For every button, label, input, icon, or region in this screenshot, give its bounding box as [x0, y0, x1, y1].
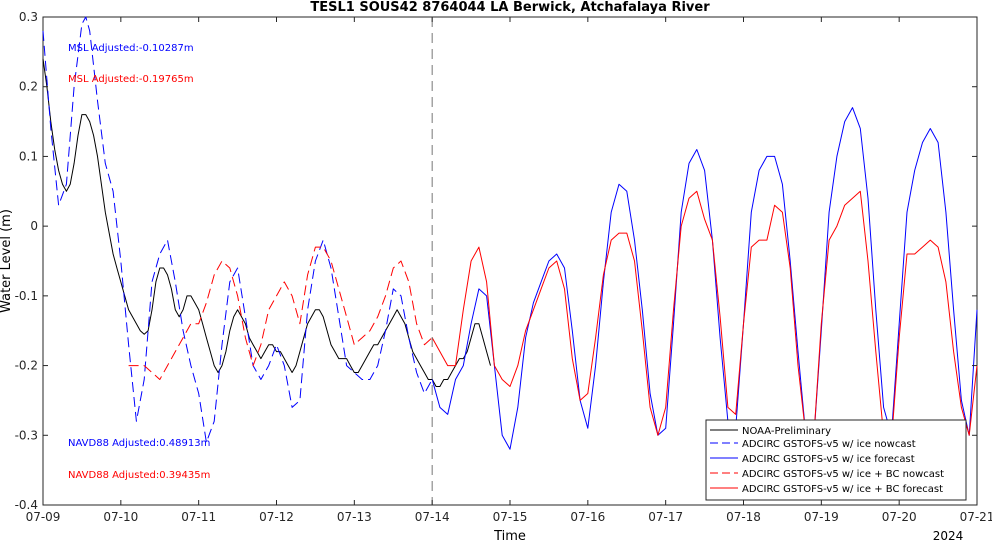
x-axis-label: Time	[493, 529, 526, 541]
x-tick-label: 07-09	[26, 510, 61, 524]
legend-entry-ice-bc-nowcast: ADCIRC GSTOFS-v5 w/ ice + BC nowcast	[710, 469, 944, 480]
legend-label-noaa: NOAA-Preliminary	[742, 426, 831, 437]
navd88-annotation-ice: NAVD88 Adjusted:0.48913m	[68, 438, 210, 449]
legend-entry-ice-bc-forecast: ADCIRC GSTOFS-v5 w/ ice + BC forecast	[710, 484, 943, 495]
y-tick-label: 0.1	[19, 149, 38, 163]
x-tick-label: 07-12	[259, 510, 294, 524]
x-tick-label: 07-15	[493, 510, 528, 524]
chart-title: TESL1 SOUS42 8764044 LA Berwick, Atchafa…	[310, 0, 710, 15]
y-tick-label: 0	[30, 219, 38, 233]
legend-label-ice-nowcast: ADCIRC GSTOFS-v5 w/ ice nowcast	[742, 439, 916, 450]
y-tick-label: -0.4	[15, 498, 38, 512]
x-tick-label: 07-18	[726, 510, 761, 524]
legend-entry-ice-nowcast: ADCIRC GSTOFS-v5 w/ ice nowcast	[710, 439, 916, 450]
series-line-adcirc-gstofs-v5-w-ice-nowcast	[42, 16, 433, 443]
x-tick-label: 07-16	[570, 510, 605, 524]
y-tick-label: -0.3	[15, 428, 38, 442]
series-line-noaa-preliminary	[42, 58, 491, 387]
navd88-annotation-ice-bc: NAVD88 Adjusted:0.39435m	[68, 470, 210, 481]
series-line-adcirc-gstofs-v5-w-ice-forecast	[431, 107, 978, 450]
legend-label-ice-bc-nowcast: ADCIRC GSTOFS-v5 w/ ice + BC nowcast	[742, 469, 944, 480]
legend-entry-ice-forecast: ADCIRC GSTOFS-v5 w/ ice forecast	[710, 454, 915, 465]
navd88-annotations: NAVD88 Adjusted:0.48913m NAVD88 Adjusted…	[68, 438, 210, 481]
y-tick-label: -0.2	[15, 359, 38, 373]
y-axis-label: Water Level (m)	[0, 209, 14, 313]
x-tick-label: 07-13	[337, 510, 372, 524]
legend-entry-noaa: NOAA-Preliminary	[710, 426, 831, 437]
x-tick-label: 07-11	[181, 510, 216, 524]
legend-label-ice-forecast: ADCIRC GSTOFS-v5 w/ ice forecast	[742, 454, 915, 465]
series-line-adcirc-gstofs-v5-w-ice-bc-nowcast	[128, 246, 433, 380]
legend-box	[705, 419, 967, 501]
msl-annotations: MSL Adjusted:-0.10287m MSL Adjusted:-0.1…	[68, 43, 194, 85]
x-tick-label: 07-17	[648, 510, 683, 524]
legend-label-ice-bc-forecast: ADCIRC GSTOFS-v5 w/ ice + BC forecast	[742, 484, 943, 495]
x-tick-label: 07-21	[960, 510, 992, 524]
x-tick-label: 07-20	[882, 510, 917, 524]
msl-annotation-ice: MSL Adjusted:-0.10287m	[68, 43, 194, 54]
x-axis-year-label: 2024	[933, 529, 964, 541]
y-tick-label: 0.3	[19, 10, 38, 24]
x-tick-label: 07-14	[415, 510, 450, 524]
x-ticks: 07-09 07-10 07-11 07-12 07-13 07-14 07-15 07-16…	[26, 17, 992, 524]
x-tick-label: 07-10	[103, 510, 138, 524]
msl-annotation-ice-bc: MSL Adjusted:-0.19765m	[68, 74, 194, 85]
legend: NOAA-Preliminary ADCIRC GSTOFS-v5 w/ ice…	[705, 419, 967, 501]
y-tick-label: 0.2	[19, 80, 38, 94]
x-tick-label: 07-19	[804, 510, 839, 524]
y-tick-label: -0.1	[15, 289, 38, 303]
y-ticks: 0.3 0.2 0.1 0 -0.1 -0.2 -0.3 -0.4	[15, 10, 977, 512]
